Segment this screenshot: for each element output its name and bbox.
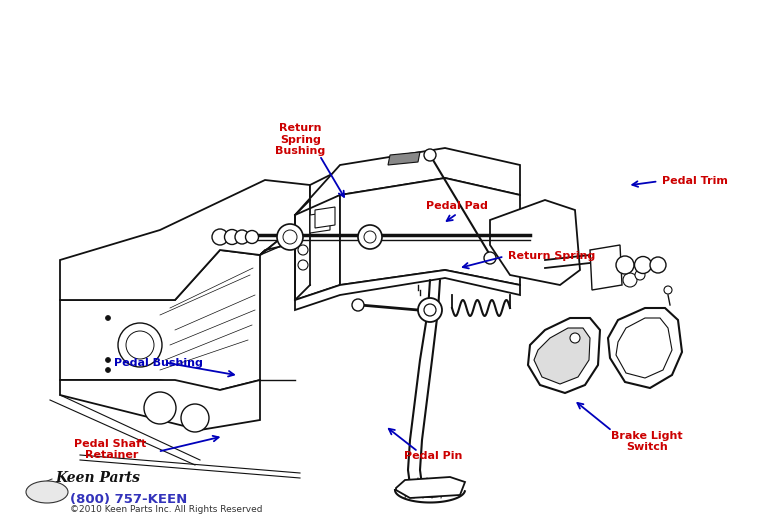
Polygon shape	[608, 308, 682, 388]
Circle shape	[418, 298, 442, 322]
Circle shape	[616, 256, 634, 274]
Polygon shape	[315, 207, 335, 228]
Circle shape	[181, 404, 209, 432]
Text: Brake Light
Switch: Brake Light Switch	[611, 430, 683, 452]
Circle shape	[484, 252, 496, 264]
Polygon shape	[295, 148, 520, 220]
Circle shape	[664, 286, 672, 294]
Circle shape	[298, 245, 308, 255]
Polygon shape	[340, 178, 520, 285]
Circle shape	[144, 392, 176, 424]
Polygon shape	[616, 318, 672, 378]
Ellipse shape	[26, 481, 68, 503]
Circle shape	[235, 230, 249, 244]
Circle shape	[225, 229, 239, 244]
Text: Pedal Trim: Pedal Trim	[662, 176, 728, 186]
Polygon shape	[60, 250, 260, 390]
Polygon shape	[490, 200, 580, 285]
Text: ©2010 Keen Parts Inc. All Rights Reserved: ©2010 Keen Parts Inc. All Rights Reserve…	[70, 506, 263, 514]
Text: Return Spring: Return Spring	[508, 251, 595, 262]
Circle shape	[358, 225, 382, 249]
Circle shape	[126, 331, 154, 359]
Circle shape	[634, 256, 651, 274]
Text: (800) 757-KEEN: (800) 757-KEEN	[70, 493, 187, 506]
Circle shape	[424, 304, 436, 316]
Polygon shape	[590, 245, 622, 290]
Text: Return
Spring
Bushing: Return Spring Bushing	[275, 123, 326, 156]
Circle shape	[424, 149, 436, 161]
Circle shape	[352, 299, 364, 311]
Circle shape	[570, 333, 580, 343]
Circle shape	[118, 323, 162, 367]
Circle shape	[277, 224, 303, 250]
Text: Pedal Pin: Pedal Pin	[404, 451, 463, 461]
Polygon shape	[60, 180, 310, 300]
Polygon shape	[534, 328, 590, 384]
Polygon shape	[260, 165, 350, 255]
Polygon shape	[60, 380, 260, 430]
Circle shape	[283, 230, 297, 244]
Circle shape	[105, 315, 111, 321]
Text: Pedal Pad: Pedal Pad	[427, 201, 488, 211]
Circle shape	[364, 231, 376, 243]
Polygon shape	[310, 212, 330, 233]
Circle shape	[246, 231, 259, 243]
Polygon shape	[528, 318, 600, 393]
Text: Keen Parts: Keen Parts	[55, 471, 140, 485]
Text: Pedal Bushing: Pedal Bushing	[114, 357, 203, 368]
Polygon shape	[295, 195, 340, 300]
Polygon shape	[396, 477, 465, 498]
Circle shape	[623, 273, 637, 287]
Circle shape	[105, 357, 111, 363]
Circle shape	[298, 260, 308, 270]
Circle shape	[212, 229, 228, 245]
Circle shape	[650, 257, 666, 273]
Circle shape	[105, 367, 111, 372]
Polygon shape	[295, 270, 520, 310]
Polygon shape	[388, 152, 420, 165]
Text: Pedal Shaft 
Retainer: Pedal Shaft Retainer	[74, 439, 149, 461]
Circle shape	[635, 270, 645, 280]
